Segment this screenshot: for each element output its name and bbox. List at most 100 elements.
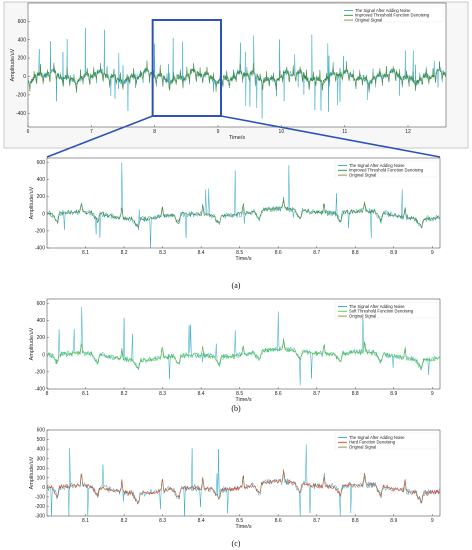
x-tick-label: 8.9 (390, 518, 397, 524)
legend-label: Original Signal (349, 445, 376, 450)
series-line-denoised (46, 200, 441, 229)
x-tick-label: 8.7 (313, 518, 320, 524)
y-tick-label: 600 (18, 19, 27, 25)
x-tick-label: 8.4 (198, 518, 205, 524)
chart-panel-1: 8.1 8.2 8.3 8.4 8.5 8.6 8.7 8.8 8.9 9 -400 -200 0 200… (29, 157, 441, 262)
y-tick-label: -300 (35, 514, 45, 520)
y-tick-label: 200 (18, 56, 27, 62)
x-tick-label: 8.5 (236, 250, 243, 256)
legend-label: The Signal After Adding Noise (349, 435, 405, 440)
x-tick-label: 8.2 (121, 391, 128, 397)
x-axis-label: Time/s (229, 135, 246, 141)
x-tick-label: 8.1 (82, 518, 89, 524)
y-tick-label: -400 (16, 111, 26, 117)
legend-label: The Signal After Adding Noise (349, 304, 405, 309)
zoom-connector-right (220, 115, 441, 158)
y-tick-label: 400 (37, 318, 46, 324)
x-tick-label: 8.1 (82, 250, 89, 256)
y-tick-label: 0 (42, 352, 45, 358)
x-tick-label: 12 (405, 129, 411, 135)
chart-panel-0: 6 7 8 9 10 11 12 -400 -200 0 200 400 600 Time/s Amplit… (10, 2, 447, 141)
series-line-original (46, 470, 441, 504)
caption-label: (b) (231, 404, 241, 413)
x-tick-label: 9 (217, 129, 220, 135)
caption-label: (c) (232, 539, 241, 548)
y-tick-label: 0 (42, 211, 45, 217)
y-tick-label: -200 (35, 504, 45, 510)
series-line-noisy (46, 162, 441, 249)
x-tick-label: 9 (431, 391, 434, 397)
legend-label: Improved Threshold Function Denoising (349, 168, 424, 173)
x-tick-label: 8.8 (352, 250, 359, 256)
y-axis-label: Amplitude/uV (29, 186, 35, 219)
y-tick-label: 100 (37, 475, 46, 481)
legend-label: Hard Function Denoising (349, 440, 396, 445)
y-tick-label: 400 (37, 447, 46, 453)
y-tick-label: 200 (37, 194, 46, 200)
legend-label: The Signal After Adding Noise (349, 163, 405, 168)
y-tick-label: 500 (37, 437, 46, 443)
x-tick-label: 6 (27, 129, 30, 135)
legend-label: Original Signal (349, 314, 376, 319)
x-tick-label: 8.9 (390, 250, 397, 256)
x-tick-label: 8 (46, 391, 49, 397)
chart-panel-2: 8 8.1 8.2 8.3 8.4 8.5 8.6 8.7 8.8 8.9 9 -400 -200 0 20… (29, 298, 441, 403)
series-line-denoised (46, 340, 441, 370)
x-tick-label: 8.2 (121, 518, 128, 524)
x-tick-label: 8.7 (313, 250, 320, 256)
legend-label: The Signal After Adding Noise (355, 8, 411, 13)
legend-label: Original Signal (349, 173, 376, 178)
x-tick-label: 9 (431, 518, 434, 524)
x-tick-label: 8.6 (275, 391, 282, 397)
legend-box (334, 432, 438, 450)
y-tick-label: -100 (35, 494, 45, 500)
y-tick-label: 600 (37, 428, 46, 434)
series-line-original (27, 62, 447, 91)
y-tick-label: 400 (18, 37, 27, 43)
y-tick-label: -400 (35, 387, 45, 393)
legend-label: Improved Threshold Function Denoising (355, 13, 430, 18)
x-tick-label: 10 (279, 129, 285, 135)
x-tick-label: 8.2 (121, 250, 128, 256)
x-tick-label: 8.6 (275, 250, 282, 256)
x-tick-label: 8.3 (159, 518, 166, 524)
x-tick-label: 9 (431, 250, 434, 256)
x-tick-label: 11 (342, 129, 347, 135)
caption-label: (a) (232, 281, 241, 290)
y-tick-label: 0 (42, 485, 45, 491)
x-tick-label: 8.9 (390, 391, 397, 397)
x-axis-label: Time/s (235, 397, 252, 403)
x-tick-label: 7 (90, 129, 93, 135)
x-tick-label: 8.3 (159, 250, 166, 256)
y-tick-label: 600 (37, 301, 46, 307)
y-tick-label: -400 (35, 246, 45, 252)
legend-label: Original Signal (355, 18, 382, 23)
zoom-connector-left (46, 115, 153, 158)
y-tick-label: -200 (35, 228, 45, 234)
series-line-original (46, 198, 441, 228)
chart-panel-3: 8.1 8.2 8.3 8.4 8.5 8.6 8.7 8.8 8.9 9 -300 -200 -100… (29, 428, 441, 530)
y-tick-label: 400 (37, 177, 46, 183)
y-tick-label: 0 (23, 74, 26, 80)
x-tick-label: 8.8 (352, 518, 359, 524)
series-line-original (46, 339, 441, 369)
x-tick-label: 8.3 (159, 391, 166, 397)
x-tick-label: 8.6 (275, 518, 282, 524)
zoom-box (151, 19, 223, 117)
x-axis-label: Time/s (235, 256, 252, 262)
y-axis-label: Amplitude/uV (10, 48, 16, 81)
y-tick-label: 200 (37, 335, 46, 341)
y-axis-label: Amplitude/uV (29, 327, 35, 360)
x-tick-label: 8.4 (198, 250, 205, 256)
x-tick-label: 8.1 (82, 391, 89, 397)
legend-box (340, 5, 444, 23)
y-tick-label: 200 (37, 466, 46, 472)
x-tick-label: 8.5 (236, 518, 243, 524)
legend-box (334, 160, 438, 178)
legend-label: Soft Threshold Function Denoising (349, 309, 414, 314)
y-axis-label: Amplitude/uV (29, 456, 35, 489)
x-tick-label: 8.7 (313, 391, 320, 397)
x-tick-label: 8.4 (198, 391, 205, 397)
y-tick-label: -200 (16, 92, 26, 98)
